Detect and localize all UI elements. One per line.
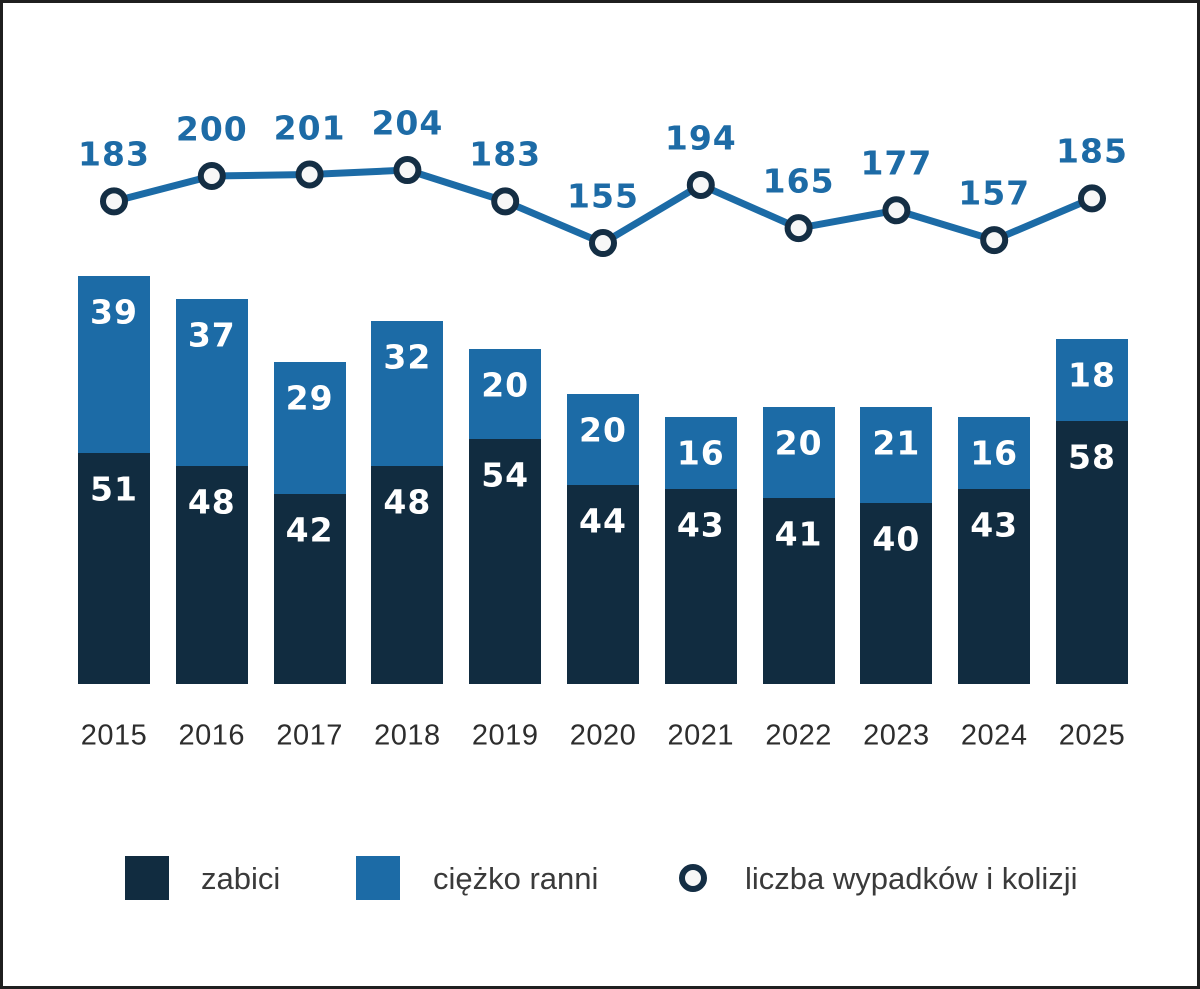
line-marker-2019 xyxy=(491,187,520,216)
bar-value-zabici-2025: 58 xyxy=(1068,437,1116,477)
bar-segment-ciezko-ranni-2021 xyxy=(664,416,737,490)
line-value-2021: 194 xyxy=(664,118,737,158)
bar-segment-zabici-2020 xyxy=(567,484,639,684)
bar-value-ciezko-ranni-2018: 32 xyxy=(383,337,432,377)
bar-segment-zabici-2024 xyxy=(958,489,1031,684)
line-value-2019: 183 xyxy=(469,134,542,174)
bar-value-zabici-2020: 44 xyxy=(579,501,627,541)
bar-value-zabici-2019: 54 xyxy=(481,455,530,495)
bar-value-zabici-2016: 48 xyxy=(187,482,236,522)
line-value-2025: 185 xyxy=(1056,131,1128,171)
line-marker-2021 xyxy=(686,170,715,199)
x-axis-label-2019: 2019 xyxy=(471,719,539,752)
bar-segment-zabici-2022 xyxy=(762,498,835,684)
bar-value-zabici-2015: 51 xyxy=(90,469,138,509)
bar-value-ciezko-ranni-2017: 29 xyxy=(285,378,334,418)
bar-segment-zabici-2018 xyxy=(371,466,444,684)
x-axis-label-2023: 2023 xyxy=(863,719,930,752)
bar-value-ciezko-ranni-2019: 20 xyxy=(481,365,530,405)
chart-stage: 39 51 2015 37 48 2016 29 42 2017 32 48 2018 20 54 2019… xyxy=(3,3,1197,986)
bar-value-zabici-2021: 43 xyxy=(676,505,725,545)
x-axis-label-2020: 2020 xyxy=(569,719,637,752)
x-axis-label-2022: 2022 xyxy=(765,719,832,752)
bar-segment-ciezko-ranni-2024 xyxy=(958,416,1031,490)
bar-value-ciezko-ranni-2023: 21 xyxy=(872,423,921,463)
bar-segment-zabici-2021 xyxy=(664,489,737,684)
bar-segment-zabici-2023 xyxy=(860,502,933,684)
line-value-2024: 157 xyxy=(958,173,1031,213)
bar-segment-ciezko-ranni-2020 xyxy=(567,393,639,485)
x-axis-label-2025: 2025 xyxy=(1058,719,1126,752)
bar-segment-zabici-2016 xyxy=(175,466,248,684)
line-value-2023: 177 xyxy=(860,143,933,183)
line-value-2015: 183 xyxy=(78,134,150,174)
line-marker-2015 xyxy=(100,187,128,216)
bar-segment-ciezko-ranni-2017 xyxy=(273,362,346,494)
bar-segment-zabici-2019 xyxy=(469,439,542,684)
x-axis-label-2024: 2024 xyxy=(960,719,1028,752)
bar-segment-ciezko-ranni-2019 xyxy=(469,348,542,440)
x-axis-label-2017: 2017 xyxy=(276,719,343,752)
bar-segment-ciezko-ranni-2025 xyxy=(1056,339,1128,422)
line-marker-2018 xyxy=(393,156,422,185)
bar-value-ciezko-ranni-2016: 37 xyxy=(187,315,236,355)
bar-segment-ciezko-ranni-2023 xyxy=(860,407,933,503)
line-marker-2020 xyxy=(589,229,617,258)
line-marker-2023 xyxy=(882,196,911,225)
line-marker-2022 xyxy=(784,214,813,243)
bar-value-zabici-2018: 48 xyxy=(383,482,432,522)
bar-value-zabici-2024: 43 xyxy=(970,505,1019,545)
line-value-2022: 165 xyxy=(762,161,835,201)
bar-segment-zabici-2017 xyxy=(273,493,346,684)
x-axis-label-2021: 2021 xyxy=(667,719,735,752)
bar-segment-ciezko-ranni-2022 xyxy=(762,407,835,499)
accidents-line-chart xyxy=(100,156,1106,258)
bar-value-ciezko-ranni-2024: 16 xyxy=(970,433,1019,473)
line-marker-2017 xyxy=(295,160,324,189)
bar-value-ciezko-ranni-2015: 39 xyxy=(90,292,138,332)
bar-value-ciezko-ranni-2020: 20 xyxy=(579,410,627,450)
bar-segment-zabici-2025 xyxy=(1056,421,1128,684)
line-value-2017: 201 xyxy=(273,108,346,147)
bar-value-ciezko-ranni-2025: 18 xyxy=(1068,355,1116,395)
x-axis-label-2015: 2015 xyxy=(80,719,148,752)
bar-segment-ciezko-ranni-2015 xyxy=(78,276,150,453)
x-axis-label-2016: 2016 xyxy=(178,719,246,752)
bar-segment-zabici-2015 xyxy=(78,452,150,684)
line-value-2018: 204 xyxy=(371,103,444,143)
line-value-2016: 200 xyxy=(175,109,248,149)
bar-value-zabici-2023: 40 xyxy=(872,519,921,559)
line-marker-2025 xyxy=(1078,184,1106,213)
bar-value-zabici-2017: 42 xyxy=(285,510,334,550)
bar-value-zabici-2022: 41 xyxy=(774,514,823,554)
bar-segment-ciezko-ranni-2018 xyxy=(371,321,444,467)
line-value-2020: 155 xyxy=(567,176,639,216)
x-axis-label-2018: 2018 xyxy=(374,719,441,752)
line-marker-2016 xyxy=(197,162,226,190)
bar-value-ciezko-ranni-2022: 20 xyxy=(774,423,823,463)
bar-value-ciezko-ranni-2021: 16 xyxy=(676,433,725,473)
bar-segment-ciezko-ranni-2016 xyxy=(175,298,248,467)
line-marker-2024 xyxy=(980,226,1009,255)
